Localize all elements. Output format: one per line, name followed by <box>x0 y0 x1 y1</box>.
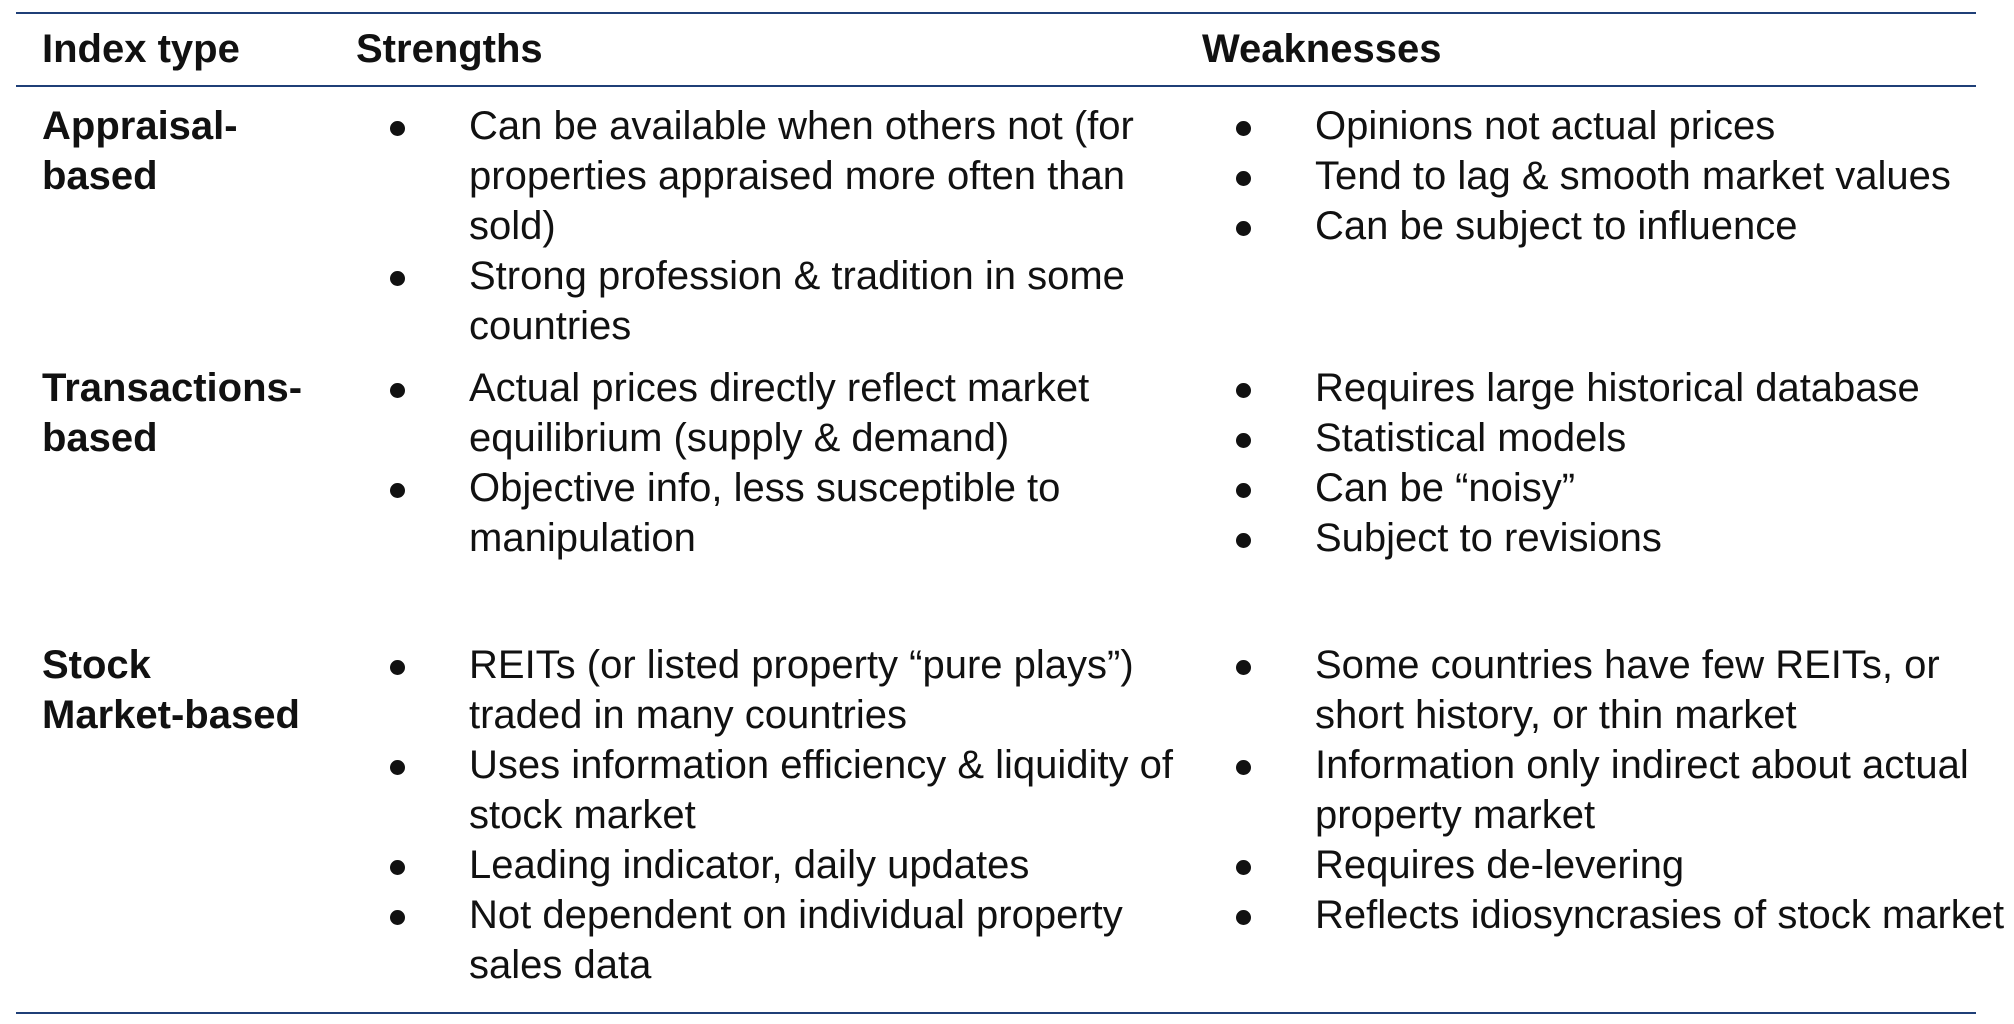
index-type-label: Appraisal- based <box>42 104 238 198</box>
table-row-transactions: Transactions- based Actual prices direct… <box>16 349 1976 626</box>
strength-text: REITs (or listed property “pure plays”) … <box>469 643 1134 737</box>
weakness-text: Requires de-levering <box>1315 843 1685 887</box>
bullet-icon <box>1236 483 1251 498</box>
weakness-text: Information only indirect about actual p… <box>1315 743 1969 837</box>
bullet-icon <box>1236 433 1251 448</box>
header-strengths: Strengths <box>356 27 543 71</box>
bullet-icon <box>1236 171 1251 186</box>
weakness-item: Can be subject to influence <box>1202 201 2014 251</box>
weakness-text: Subject to revisions <box>1315 516 1662 560</box>
weakness-item: Statistical models <box>1202 413 2014 463</box>
weakness-text: Some countries have few REITs, or short … <box>1315 643 1940 737</box>
strength-text: Can be available when others not (for pr… <box>469 104 1134 248</box>
bullet-icon <box>390 483 405 498</box>
weakness-item: Reflects idiosyncrasies of stock market <box>1202 890 2014 940</box>
bullet-icon <box>1236 121 1251 136</box>
strengths-cell: Can be available when others not (for pr… <box>356 101 1202 351</box>
weakness-text: Opinions not actual prices <box>1315 104 1776 148</box>
bullet-icon <box>390 121 405 136</box>
weakness-item: Requires large historical database <box>1202 363 2014 413</box>
bullet-icon <box>390 660 405 675</box>
bullet-icon <box>1236 221 1251 236</box>
index-type-label: Stock Market-based <box>42 643 300 737</box>
weakness-text: Reflects idiosyncrasies of stock market <box>1315 893 2005 937</box>
weakness-text: Tend to lag & smooth market values <box>1315 154 1951 198</box>
weaknesses-cell: Requires large historical database Stati… <box>1202 363 2014 563</box>
strengths-cell: Actual prices directly reflect market eq… <box>356 363 1202 563</box>
bullet-icon <box>390 271 405 286</box>
strength-item: Leading indicator, daily updates <box>356 840 1189 890</box>
weakness-item: Subject to revisions <box>1202 513 2014 563</box>
index-comparison-table: Index type Strengths Weaknesses Appraisa… <box>16 12 2004 1014</box>
table-header-row: Index type Strengths Weaknesses <box>16 14 1976 87</box>
bullet-icon <box>1236 760 1251 775</box>
index-type-label: Transactions- based <box>42 366 303 460</box>
bullet-icon <box>1236 860 1251 875</box>
bullet-icon <box>390 860 405 875</box>
weakness-text: Statistical models <box>1315 416 1627 460</box>
header-weaknesses: Weaknesses <box>1202 27 1442 71</box>
weakness-text: Can be “noisy” <box>1315 466 1576 510</box>
strength-text: Uses information efficiency & liquidity … <box>469 743 1174 837</box>
weaknesses-cell: Some countries have few REITs, or short … <box>1202 640 2014 940</box>
weaknesses-cell: Opinions not actual prices Tend to lag &… <box>1202 101 2014 251</box>
weakness-item: Can be “noisy” <box>1202 463 2014 513</box>
strength-item: Strong profession & tradition in some co… <box>356 251 1189 351</box>
strength-item: Not dependent on individual property sal… <box>356 890 1189 990</box>
bullet-icon <box>390 760 405 775</box>
strength-text: Objective info, less susceptible to mani… <box>469 466 1061 560</box>
weakness-text: Can be subject to influence <box>1315 204 1798 248</box>
weakness-text: Requires large historical database <box>1315 366 1920 410</box>
strength-text: Leading indicator, daily updates <box>469 843 1030 887</box>
weakness-item: Opinions not actual prices <box>1202 101 2014 151</box>
strength-text: Actual prices directly reflect market eq… <box>469 366 1090 460</box>
bullet-icon <box>390 383 405 398</box>
strength-text: Not dependent on individual property sal… <box>469 893 1123 987</box>
strength-item: Uses information efficiency & liquidity … <box>356 740 1189 840</box>
strengths-cell: REITs (or listed property “pure plays”) … <box>356 640 1202 990</box>
weakness-item: Tend to lag & smooth market values <box>1202 151 2014 201</box>
table-row-appraisal: Appraisal- based Can be available when o… <box>16 87 1976 349</box>
table-row-stock-market: Stock Market-based REITs (or listed prop… <box>16 626 2004 1012</box>
weakness-item: Information only indirect about actual p… <box>1202 740 2014 840</box>
bullet-icon <box>1236 910 1251 925</box>
bullet-icon <box>1236 383 1251 398</box>
strength-item: Objective info, less susceptible to mani… <box>356 463 1189 563</box>
strength-text: Strong profession & tradition in some co… <box>469 254 1125 348</box>
bullet-icon <box>1236 660 1251 675</box>
bullet-icon <box>390 910 405 925</box>
weakness-item: Some countries have few REITs, or short … <box>1202 640 2014 740</box>
weakness-item: Requires de-levering <box>1202 840 2014 890</box>
strength-item: REITs (or listed property “pure plays”) … <box>356 640 1189 740</box>
strength-item: Can be available when others not (for pr… <box>356 101 1189 251</box>
header-index-type: Index type <box>42 27 240 71</box>
strength-item: Actual prices directly reflect market eq… <box>356 363 1189 463</box>
bullet-icon <box>1236 533 1251 548</box>
